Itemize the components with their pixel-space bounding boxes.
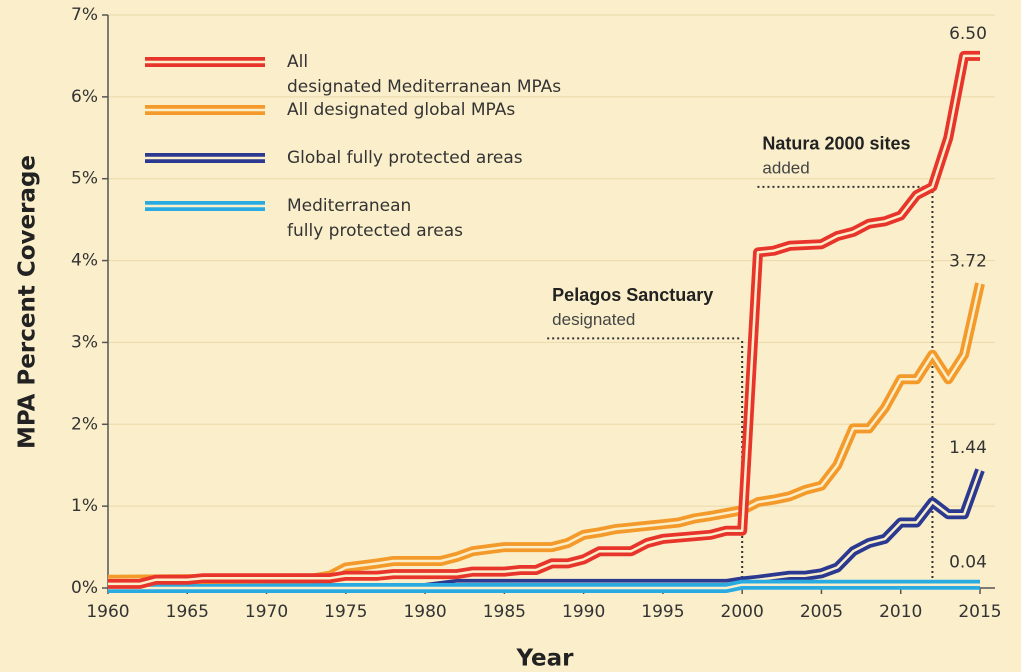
end-label: 3.72 xyxy=(949,251,987,271)
end-label: 0.04 xyxy=(949,553,987,573)
y-tick-label: 2% xyxy=(71,414,98,434)
x-tick-label: 1980 xyxy=(403,602,446,622)
x-tick-label: 2005 xyxy=(800,602,843,622)
series-line-inner xyxy=(108,54,980,586)
x-tick-label: 1995 xyxy=(641,602,684,622)
end-label: 1.44 xyxy=(949,438,987,458)
y-tick-label: 5% xyxy=(71,169,98,189)
annotation-title: Pelagos Sanctuary xyxy=(552,285,713,305)
annotation-text: added xyxy=(762,158,809,177)
legend-label: All designated global MPAs xyxy=(287,100,515,120)
legend-label: Mediterranean fully protected areas xyxy=(287,196,463,241)
x-tick-label: 1985 xyxy=(483,602,526,622)
x-tick-label: 1970 xyxy=(245,602,288,622)
x-tick-label: 1975 xyxy=(324,602,367,622)
y-tick-label: 1% xyxy=(71,496,98,516)
y-axis-label: MPA Percent Coverage xyxy=(15,155,41,449)
x-axis-label: Year xyxy=(515,646,574,672)
x-tick-label: 1965 xyxy=(166,602,209,622)
series-line-inner xyxy=(107,283,982,582)
y-tick-label: 6% xyxy=(71,87,98,107)
legend-label: Global fully protected areas xyxy=(287,148,523,168)
x-tick-label: 2000 xyxy=(721,602,764,622)
x-tick-label: 1960 xyxy=(86,602,129,622)
y-tick-label: 7% xyxy=(71,5,98,25)
x-tick-label: 1990 xyxy=(562,602,605,622)
end-label: 6.50 xyxy=(949,24,987,44)
series-line-inner xyxy=(108,583,980,590)
y-tick-label: 0% xyxy=(71,578,98,598)
annotation-text: designated xyxy=(552,310,635,329)
y-tick-label: 4% xyxy=(71,251,98,271)
x-tick-label: 2015 xyxy=(958,602,1001,622)
y-tick-label: 3% xyxy=(71,332,98,352)
legend-label: All designated Mediterranean MPAs xyxy=(287,52,561,97)
annotation-title: Natura 2000 sites xyxy=(762,134,910,154)
x-tick-label: 2010 xyxy=(879,602,922,622)
